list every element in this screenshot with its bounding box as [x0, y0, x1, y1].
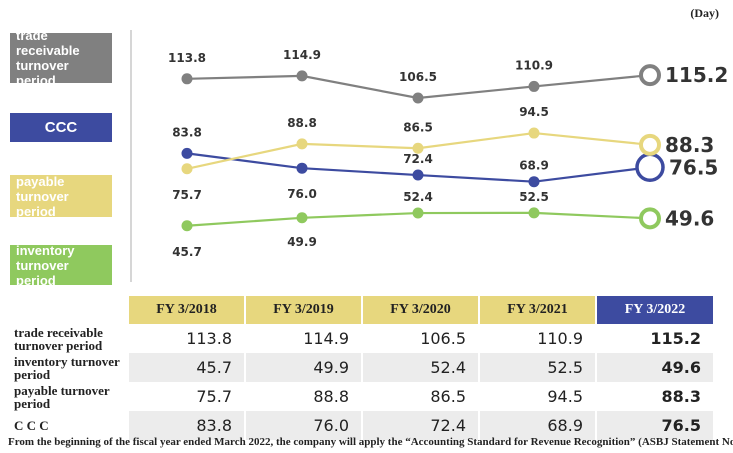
table-cell: 68.9 [478, 411, 596, 440]
table-cell: 52.4 [361, 353, 479, 382]
data-point [528, 207, 540, 219]
table-header: FY 3/2020 [361, 296, 479, 324]
table-cell: 76.0 [244, 411, 362, 440]
footnote: From the beginning of the fiscal year en… [8, 436, 733, 448]
table-header: FY 3/2022 [595, 296, 713, 324]
data-point [528, 80, 540, 92]
data-label-end: 49.6 [665, 206, 714, 230]
data-label: 76.0 [287, 187, 317, 201]
table-cell: 115.2 [595, 324, 713, 353]
legend-label: inventory turnover period [16, 242, 75, 288]
data-label: 52.4 [403, 190, 433, 204]
data-point [181, 220, 193, 232]
table-cell: 49.6 [595, 353, 713, 382]
data-point-end [639, 64, 661, 87]
legend-label: trade receivable turnover period [16, 28, 80, 88]
table-cell: 49.9 [244, 353, 362, 382]
data-point-end [635, 152, 665, 182]
table-header: FY 3/2021 [478, 296, 596, 324]
data-label: 86.5 [403, 120, 433, 134]
table-header: FY 3/2019 [244, 296, 362, 324]
legend-trade-receivable: trade receivable turnover period [10, 28, 112, 88]
unit-label: (Day) [690, 6, 719, 20]
data-label: 75.7 [172, 188, 202, 202]
data-point-end [639, 133, 661, 156]
data-point [181, 73, 193, 85]
legend-inventory: inventory turnover period [10, 242, 112, 288]
table-cell: 106.5 [361, 324, 479, 353]
data-label: 72.4 [403, 152, 433, 166]
data-label: 94.5 [519, 105, 549, 119]
row-label: inventory turnover period [10, 353, 128, 382]
table-cell: 113.8 [127, 324, 245, 353]
data-label: 45.7 [172, 245, 202, 259]
data-point [296, 212, 308, 224]
data-label: 88.8 [287, 116, 317, 130]
table-cell: 114.9 [244, 324, 362, 353]
line-chart: 113.8 114.9 106.5 110.9 115.2 83.8 76.0 72.4 68.… [130, 30, 728, 282]
data-label: 49.9 [287, 235, 317, 249]
data-point [296, 70, 308, 82]
row-label: payable turnover period [10, 382, 128, 411]
row-label: C C C [10, 411, 128, 440]
table-header: FY 3/2018 [127, 296, 245, 324]
table-row: inventory turnover period 45.7 49.9 52.4… [10, 353, 713, 382]
table-cell: 94.5 [478, 382, 596, 411]
table-cell: 76.5 [595, 411, 713, 440]
data-label: 52.5 [519, 190, 549, 204]
table-cell: 83.8 [127, 411, 245, 440]
table-row: trade receivable turnover period 113.8 1… [10, 324, 713, 353]
table-corner [10, 296, 128, 324]
data-point-end [639, 207, 661, 230]
data-label-end: 76.5 [669, 155, 718, 179]
table-cell: 52.5 [478, 353, 596, 382]
data-point [296, 138, 308, 150]
data-point [296, 162, 308, 174]
data-label-end: 88.3 [665, 133, 714, 157]
table-row: payable turnover period 75.7 88.8 86.5 9… [10, 382, 713, 411]
data-table: FY 3/2018 FY 3/2019 FY 3/2020 FY 3/2021 … [10, 296, 713, 440]
data-label: 110.9 [515, 58, 553, 72]
table-cell: 75.7 [127, 382, 245, 411]
data-label: 83.8 [172, 125, 202, 139]
table-header-row: FY 3/2018 FY 3/2019 FY 3/2020 FY 3/2021 … [10, 296, 713, 324]
data-label: 68.9 [519, 159, 549, 173]
table-cell: 88.3 [595, 382, 713, 411]
table-cell: 110.9 [478, 324, 596, 353]
data-point [412, 207, 424, 219]
data-point [412, 92, 424, 104]
legend-ccc: CCC [10, 113, 112, 142]
row-label: trade receivable turnover period [10, 324, 128, 353]
data-point [528, 176, 540, 188]
table-cell: 45.7 [127, 353, 245, 382]
data-label-end: 115.2 [665, 63, 728, 87]
table-cell: 88.8 [244, 382, 362, 411]
table-cell: 72.4 [361, 411, 479, 440]
legend-payable: payable turnover period [10, 173, 112, 219]
data-point [412, 142, 424, 154]
legend-label: CCC [44, 119, 78, 136]
table-cell: 86.5 [361, 382, 479, 411]
data-label: 106.5 [399, 70, 437, 84]
data-label: 113.8 [168, 51, 206, 65]
data-point [181, 147, 193, 159]
table-row: C C C 83.8 76.0 72.4 68.9 76.5 [10, 411, 713, 440]
data-point [181, 163, 193, 175]
data-point [412, 169, 424, 181]
data-point [528, 127, 540, 139]
legend-label: payable turnover period [16, 173, 69, 219]
data-label: 114.9 [283, 48, 321, 62]
